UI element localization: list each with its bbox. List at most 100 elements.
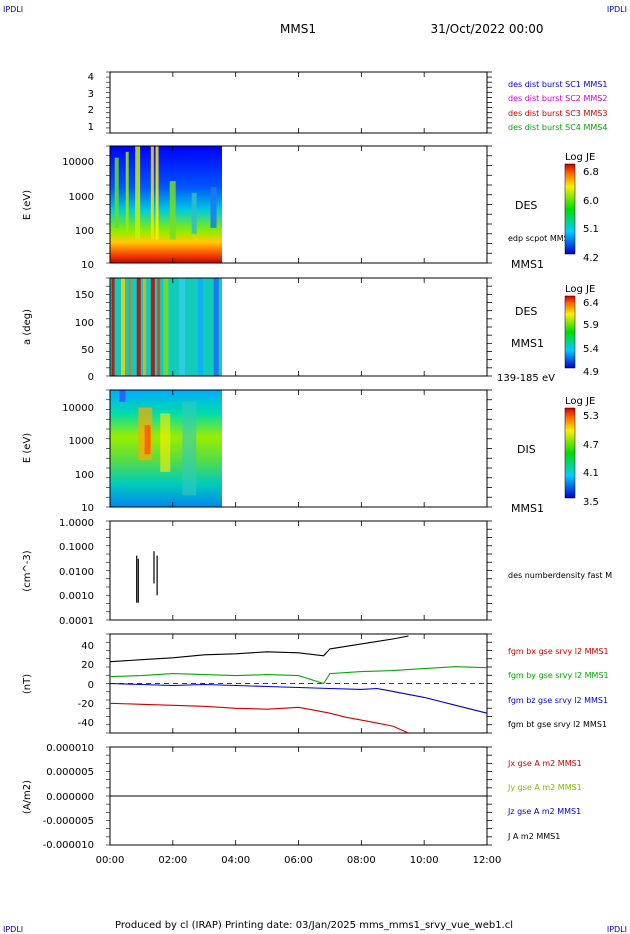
corner-br: IPDLI [607, 925, 627, 934]
panel-dis-energy: E (eV) 10000 1000 100 10 DIS MMS1 Log JE… [22, 396, 599, 515]
p2-cbar-title: Log JE [565, 152, 595, 163]
spectro-cell [155, 146, 159, 240]
panel-current: (A/m2) 0.000010 0.000005 0.000000 -0.000… [22, 743, 582, 851]
panel-des-energy: E (eV) 10000 1000 100 10 DES edp scpot M… [22, 152, 599, 271]
time-axis: 00:00 02:00 04:00 06:00 08:00 10:00 12:00 [96, 855, 502, 866]
time-label: 10:00 [410, 855, 439, 866]
p7-ytick: -0.000010 [43, 840, 94, 851]
panel-density: (cm^-3) 1.0000 0.1000 0.0100 0.0010 0.00… [22, 518, 612, 627]
p5-legend: des numberdensity fast M [508, 571, 612, 580]
p2-ylabel: E (eV) [22, 190, 33, 220]
p4-cbar-tick: 4.7 [583, 440, 599, 451]
p3-ytick: 100 [75, 318, 94, 329]
spectro-cell [179, 278, 186, 376]
p7-legend: Jx gse A m2 MMS1 [507, 759, 582, 768]
p3-cbar-tick: 4.9 [583, 367, 599, 378]
spectro-cell [213, 278, 219, 376]
bfield-line [109, 666, 488, 685]
spectro-cell [182, 401, 197, 496]
spectro-cell [144, 425, 151, 455]
des-pitch-angle-spectrogram [110, 278, 222, 376]
p2-ytick: 1000 [69, 192, 94, 203]
p3-instrument: DES [515, 305, 537, 318]
spectro-cell [125, 151, 129, 234]
spectro-cell [150, 278, 155, 376]
p4-cbar-tick: 3.5 [583, 497, 599, 508]
p6-legend: fgm bt gse srvy l2 MMS1 [508, 720, 607, 729]
p6-ytick: -20 [78, 699, 94, 710]
p1-ytick: 4 [88, 72, 94, 83]
spectro-cell [163, 278, 169, 376]
bfield-line [109, 702, 409, 734]
header-date: 31/Oct/2022 00:00 [430, 22, 543, 36]
p1-legend: des dist burst SC4 MMS4 [508, 123, 607, 132]
p4-ylabel: E (eV) [22, 433, 33, 463]
panel-frame [109, 520, 488, 621]
footer-text: Produced by cl (IRAP) Printing date: 03/… [115, 920, 513, 931]
des-energy-spectrogram [110, 146, 222, 263]
p3-cbar-tick: 5.4 [583, 344, 599, 355]
spectro-cell [210, 186, 217, 228]
p7-ylabel: (A/m2) [22, 780, 33, 814]
p3-cbar-tick: 5.9 [583, 320, 599, 331]
spectro-cell [114, 157, 119, 228]
p5-ylabel: (cm^-3) [22, 550, 33, 591]
p7-legend: Jy gse A m2 MMS1 [507, 783, 582, 792]
spectro-cell [111, 278, 115, 376]
panel-des-pitch-angle: a (deg) 150 100 50 0 DES MMS1 139-185 eV… [22, 284, 599, 384]
p7-legend: Jz gse A m2 MMS1 [507, 807, 581, 816]
p3-ylabel: a (deg) [22, 309, 33, 345]
p4-instrument: DIS [517, 443, 536, 456]
spectro-cell [136, 278, 141, 376]
bfield-series [109, 635, 488, 734]
time-label: 12:00 [473, 855, 502, 866]
bfield-line [109, 682, 488, 714]
p2-extra: edp scpot MMS1 [508, 234, 574, 243]
p4-ytick: 100 [75, 470, 94, 481]
p2-ytick: 100 [75, 226, 94, 237]
p3-cbar-tick: 6.4 [583, 298, 599, 309]
p4-colorbar [564, 407, 576, 499]
p4-ytick: 10 [81, 503, 94, 514]
time-label: 04:00 [221, 855, 250, 866]
p4-cbar-tick: 4.1 [583, 468, 599, 479]
p4-mission: MMS1 [511, 502, 544, 515]
spectro-cell [197, 278, 203, 376]
p7-ytick: -0.000005 [43, 816, 94, 827]
p4-cbar-title: Log JE [565, 396, 595, 407]
panel-spacecraft: 4 3 2 1 des dist burst SC1 MMS1 des dist… [88, 72, 608, 133]
p3-ytick: 50 [81, 345, 94, 356]
p6-legend: fgm bz gse srvy l2 MMS1 [508, 696, 608, 705]
spectro-cell [169, 181, 176, 240]
p2-cbar-tick: 4.2 [583, 253, 599, 264]
time-label: 06:00 [284, 855, 313, 866]
p2-instrument: DES [515, 199, 537, 212]
p4-ytick: 10000 [62, 403, 94, 414]
p1-legend: des dist burst SC1 MMS1 [508, 80, 607, 89]
p2-ytick: 10 [81, 260, 94, 271]
p5-ytick: 0.0100 [59, 567, 94, 578]
p6-ytick: -40 [78, 718, 94, 729]
p4-cbar-tick: 5.3 [583, 411, 599, 422]
p2-cbar-tick: 6.8 [583, 167, 599, 178]
spectro-cell [142, 278, 146, 376]
spectro-cell [191, 192, 197, 234]
p1-ytick: 2 [88, 105, 94, 116]
p7-legend: J A m2 MMS1 [507, 832, 560, 841]
p5-ytick: 0.0001 [59, 616, 94, 627]
p2-mission: MMS1 [511, 258, 544, 271]
p2-cbar-tick: 5.1 [583, 224, 599, 235]
p3-cbar-title: Log JE [565, 284, 595, 295]
spectro-cell [135, 146, 141, 240]
p6-legend: fgm by gse srvy l2 MMS1 [508, 671, 609, 680]
p6-ytick: 0 [88, 680, 94, 691]
p3-extra: 139-185 eV [497, 373, 555, 384]
corner-bl: IPDLI [3, 925, 23, 934]
p2-cbar-tick: 6.0 [583, 196, 599, 207]
dis-energy-spectrogram [110, 390, 222, 507]
spectro-cell [119, 390, 126, 402]
p1-legend: des dist burst SC2 MMS2 [508, 94, 607, 103]
spectro-cell [150, 146, 154, 240]
p4-ytick: 1000 [69, 436, 94, 447]
p2-ytick: 10000 [62, 157, 94, 168]
